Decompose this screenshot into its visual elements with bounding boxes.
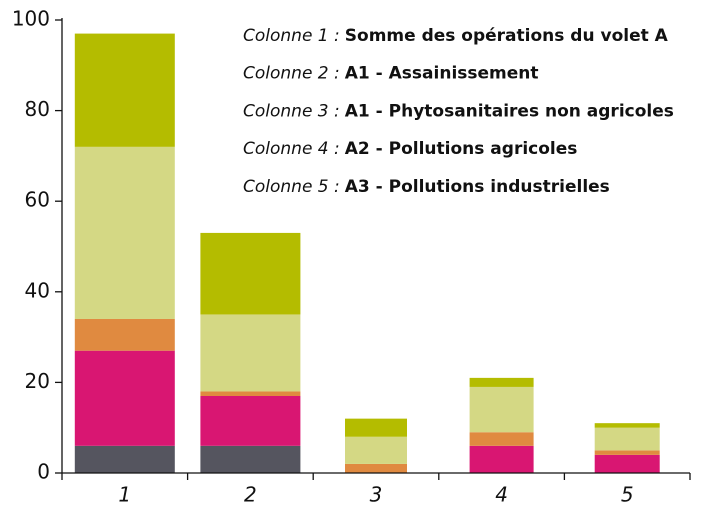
x-tick-label: 5 xyxy=(621,483,634,507)
x-tick-label: 4 xyxy=(495,483,508,507)
legend-text: A1 - Phytosanitaires non agricoles xyxy=(345,101,674,121)
legend-prefix: Colonne 1 : xyxy=(243,26,340,46)
legend-text: A2 - Pollutions agricoles xyxy=(345,139,578,159)
bar-segment xyxy=(594,454,660,473)
bar-segment xyxy=(74,33,175,147)
bar-segment xyxy=(469,432,534,446)
legend-text: A1 - Assainissement xyxy=(345,64,539,84)
legend-entry: Colonne 3 : A1 - Phytosanitaires non agri… xyxy=(243,101,674,121)
bar-segment xyxy=(345,463,407,473)
legend-prefix: Colonne 2 : xyxy=(243,64,340,84)
legend-text: A3 - Pollutions industrielles xyxy=(345,177,610,197)
y-tick-label: 0 xyxy=(37,460,50,484)
legend-prefix: Colonne 3 : xyxy=(243,101,340,121)
bar-segment xyxy=(74,445,175,473)
x-tick-label: 2 xyxy=(244,483,257,507)
legend-prefix: Colonne 4 : xyxy=(243,139,340,159)
bar-segment xyxy=(594,423,660,428)
legend-entry: Colonne 4 : A2 - Pollutions agricoles xyxy=(243,139,577,159)
bar-segment xyxy=(74,350,175,446)
x-tick-label: 1 xyxy=(118,483,131,507)
bar-segment xyxy=(594,427,660,451)
y-tick-label: 20 xyxy=(25,369,50,393)
bar-segment xyxy=(594,450,660,455)
y-tick-label: 80 xyxy=(25,97,50,121)
legend-text: Somme des opérations du volet A xyxy=(345,26,669,46)
y-tick-label: 40 xyxy=(25,278,50,302)
bar-segment xyxy=(200,445,301,473)
bar-segment xyxy=(74,318,175,351)
legend-entry: Colonne 1 : Somme des opérations du volet… xyxy=(243,26,669,46)
bar-segment xyxy=(345,436,407,464)
bar-segment xyxy=(200,232,301,315)
bar-segment xyxy=(469,386,534,433)
legend-prefix: Colonne 5 : xyxy=(243,177,340,197)
bar-segment xyxy=(345,418,407,437)
bar-segment xyxy=(74,146,175,319)
y-tick-label: 100 xyxy=(12,7,50,31)
bar-segment xyxy=(469,445,534,473)
bar-segment xyxy=(200,314,301,392)
x-tick-label: 3 xyxy=(370,483,383,507)
bar-segment xyxy=(200,395,301,446)
legend-entry: Colonne 2 : A1 - Assainissement xyxy=(243,64,539,84)
legend-entry: Colonne 5 : A3 - Pollutions industrielles xyxy=(243,177,610,197)
bar-segment xyxy=(200,391,301,396)
bar-segment xyxy=(469,377,534,387)
y-tick-label: 60 xyxy=(25,188,50,212)
